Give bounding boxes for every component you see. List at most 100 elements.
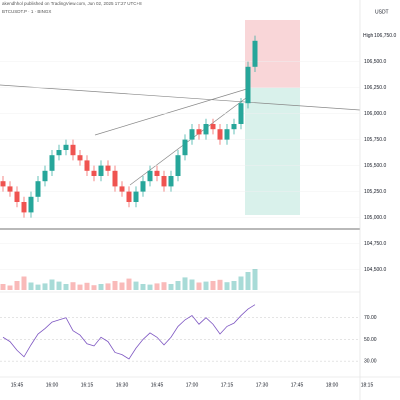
x-tick-label: 16:30 bbox=[116, 382, 129, 388]
volume-bar bbox=[14, 281, 20, 290]
candle-body bbox=[49, 155, 55, 171]
y-tick-label: 104,750.0 bbox=[364, 241, 386, 247]
volume-bar bbox=[70, 282, 76, 290]
candle-body bbox=[189, 129, 195, 140]
candle-body bbox=[133, 191, 139, 202]
rsi-tick-label: 30.00 bbox=[364, 358, 377, 364]
candle-body bbox=[77, 155, 83, 161]
volume-bar bbox=[112, 281, 118, 290]
candle-body bbox=[245, 66, 251, 104]
candle-body bbox=[21, 202, 27, 213]
volume-bar bbox=[231, 281, 237, 290]
candle-body bbox=[0, 181, 6, 187]
candle-body bbox=[14, 191, 20, 202]
target-zone bbox=[245, 88, 300, 215]
candle-body bbox=[35, 181, 41, 197]
volume-bar bbox=[161, 282, 167, 290]
candle-body bbox=[231, 124, 237, 130]
volume-bar bbox=[224, 282, 230, 290]
candle-body bbox=[161, 176, 167, 187]
candle-body bbox=[203, 124, 209, 135]
volume-bar bbox=[98, 284, 104, 290]
symbol: BTCUSDT.P · 1 · BINGX bbox=[2, 9, 51, 14]
volume-bar bbox=[189, 279, 195, 290]
volume-bar bbox=[7, 285, 13, 290]
x-tick-label: 16:00 bbox=[46, 382, 59, 388]
candle-body bbox=[182, 139, 188, 156]
x-tick-label: 17:45 bbox=[291, 382, 304, 388]
x-tick-label: 16:45 bbox=[151, 382, 164, 388]
volume-bar bbox=[238, 276, 244, 290]
candle-body bbox=[112, 170, 118, 187]
volume-bar bbox=[168, 284, 174, 290]
volume-bar bbox=[91, 285, 97, 290]
candle-body bbox=[105, 165, 111, 171]
volume-bar bbox=[245, 272, 251, 290]
rsi-line bbox=[2, 304, 256, 360]
candle-body bbox=[98, 165, 104, 176]
volume-bar bbox=[203, 281, 209, 290]
candle-body bbox=[154, 170, 160, 176]
candle-body bbox=[56, 150, 62, 156]
y-tick-label: 106,500.0 bbox=[364, 59, 386, 65]
candle-body bbox=[168, 176, 174, 187]
x-tick-label: 17:30 bbox=[256, 382, 269, 388]
candle-body bbox=[252, 40, 258, 67]
candle-body bbox=[175, 155, 181, 176]
candle-body bbox=[196, 129, 202, 135]
volume-bar bbox=[175, 281, 181, 290]
volume-bar bbox=[126, 278, 132, 290]
volume-bar bbox=[63, 284, 69, 290]
volume-bar bbox=[49, 279, 55, 290]
volume-bar bbox=[35, 284, 41, 290]
candle-body bbox=[126, 191, 132, 202]
volume-bar bbox=[105, 283, 111, 290]
y-tick-label: 105,000.0 bbox=[364, 215, 386, 221]
candle-body bbox=[217, 129, 223, 140]
y-tick-label: 105,750.0 bbox=[364, 137, 386, 143]
candle-body bbox=[119, 186, 125, 192]
rsi-tick-label: 70.00 bbox=[364, 315, 377, 321]
candle-body bbox=[7, 186, 13, 192]
volume-bar bbox=[217, 279, 223, 290]
currency: USDT bbox=[375, 9, 389, 15]
publisher: akendhhol published on TradingView.com, … bbox=[2, 1, 142, 6]
candle-body bbox=[42, 170, 48, 182]
y-tick-label: 105,500.0 bbox=[364, 163, 386, 169]
candle-body bbox=[91, 170, 97, 176]
x-tick-label: 16:15 bbox=[81, 382, 94, 388]
volume-bar bbox=[77, 284, 83, 290]
volume-bar bbox=[42, 283, 48, 290]
y-tick-label: 104,500.0 bbox=[364, 267, 386, 273]
candle-body bbox=[28, 196, 34, 213]
volume-bar bbox=[56, 281, 62, 290]
candle-body bbox=[63, 144, 69, 150]
volume-bar bbox=[0, 284, 6, 290]
volume-bar bbox=[140, 284, 146, 290]
y-tick-label: 106,250.0 bbox=[364, 85, 386, 91]
candle-body bbox=[70, 144, 76, 156]
volume-bar bbox=[154, 283, 160, 290]
candle-body bbox=[210, 124, 216, 130]
volume-bar bbox=[147, 284, 153, 290]
rsi-tick-label: 50.00 bbox=[364, 337, 377, 343]
candle-body bbox=[140, 181, 146, 192]
high-label: High bbox=[363, 33, 374, 39]
y-tick-label: 106,000.0 bbox=[364, 111, 386, 117]
volume-bar bbox=[252, 269, 258, 290]
x-tick-label: 15:45 bbox=[11, 382, 24, 388]
y-tick-label: 105,250.0 bbox=[364, 189, 386, 195]
trendline bbox=[0, 84, 361, 111]
volume-bar bbox=[133, 281, 139, 290]
x-tick-label: 18:15 bbox=[361, 382, 374, 388]
volume-bar bbox=[21, 276, 27, 290]
candle-body bbox=[147, 170, 153, 182]
candle-body bbox=[238, 103, 244, 124]
x-tick-label: 17:00 bbox=[186, 382, 199, 388]
volume-bar bbox=[196, 282, 202, 290]
volume-bar bbox=[182, 277, 188, 290]
volume-bar bbox=[28, 282, 34, 290]
volume-bar bbox=[84, 282, 90, 290]
volume-bar bbox=[119, 282, 125, 290]
